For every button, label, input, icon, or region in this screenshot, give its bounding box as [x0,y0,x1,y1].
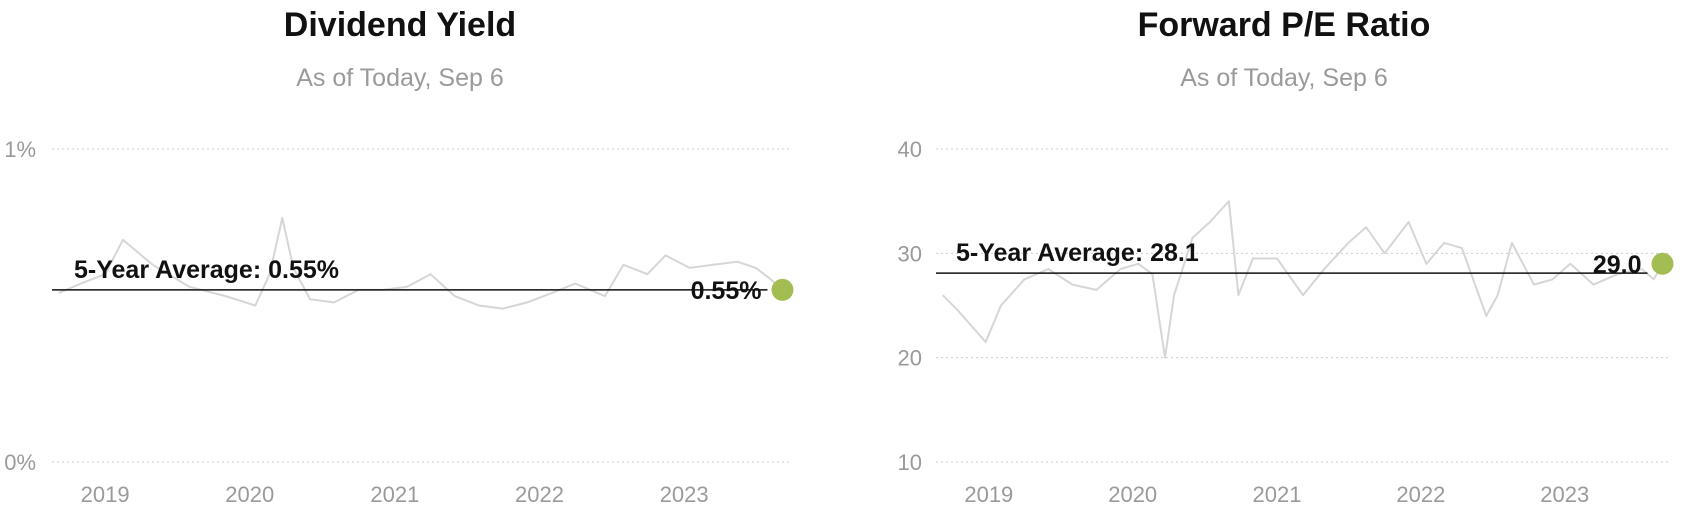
forward-pe-chart: 10 20 30 40 2019 2020 2021 2022 2023 5-Year Avera… [898,137,1674,507]
x-tick-label: 2022 [515,482,564,507]
x-tick-label: 2023 [1540,482,1589,507]
x-tick-label: 2020 [1108,482,1157,507]
average-label: 5-Year Average: 28.1 [956,239,1199,267]
x-tick-label: 2022 [1396,482,1445,507]
y-tick-label: 1% [4,137,36,162]
chart-title: Dividend Yield [283,6,517,44]
y-tick-label: 30 [898,241,922,266]
x-tick-label: 2021 [370,482,419,507]
average-label: 5-Year Average: 0.55% [74,256,339,284]
x-tick-label: 2023 [660,482,709,507]
current-value-label: 0.55% [691,277,762,305]
chart-subtitle: As of Today, Sep 6 [1180,64,1388,92]
chart-subtitle: As of Today, Sep 6 [296,64,504,92]
x-tick-label: 2020 [225,482,274,507]
current-value-dot [1651,252,1674,275]
y-tick-label: 0% [4,450,36,475]
x-tick-label: 2019 [964,482,1013,507]
y-tick-label: 40 [898,137,922,162]
dividend-yield-panel: Dividend Yield As of Today, Sep 6 0% 1% 20… [0,0,800,518]
y-tick-label: 20 [898,346,922,371]
current-value-label: 29.0 [1593,251,1642,279]
dividend-yield-chart: 0% 1% 2019 2020 2021 2022 2023 5-Year Average: … [4,137,794,507]
chart-title: Forward P/E Ratio [1137,6,1431,44]
y-tick-label: 10 [898,450,922,475]
forward-pe-panel: Forward P/E Ratio As of Today, Sep 6 10 2… [880,0,1688,518]
x-tick-label: 2019 [81,482,130,507]
series-line [941,200,1664,359]
current-value-dot [771,278,794,301]
x-tick-label: 2021 [1253,482,1302,507]
